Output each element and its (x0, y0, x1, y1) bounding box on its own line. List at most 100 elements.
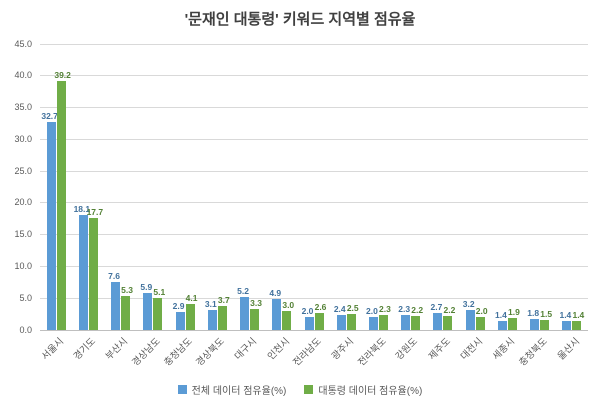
value-label: 1.5 (540, 309, 553, 320)
x-axis-label: 울산시 (555, 336, 582, 363)
bar-president-share (378, 315, 388, 330)
bar-president-share (475, 317, 485, 330)
x-axis-label: 경상북도 (194, 336, 228, 369)
legend-label: 전체 데이터 점유율(%) (191, 386, 287, 397)
value-label: 4.1 (185, 292, 198, 303)
value-label: 2.2 (443, 305, 456, 316)
value-label: 2.0 (366, 306, 378, 317)
value-label: 1.9 (507, 306, 520, 317)
value-label: 17.7 (86, 206, 104, 217)
bar-total-share (433, 312, 443, 330)
chart-title: '문재인 대통령' 키워드 지역별 점유율 (184, 11, 416, 28)
bar-total-share (111, 281, 121, 330)
value-label: 3.0 (282, 299, 295, 310)
bar-president-share (282, 310, 292, 330)
bar-total-share (46, 122, 56, 330)
bar-total-share (562, 321, 572, 330)
value-label: 5.3 (121, 285, 133, 296)
legend-swatch (177, 385, 187, 394)
value-label: 4.9 (269, 287, 282, 298)
y-tick-label: 20.0 (14, 197, 32, 208)
value-label: 2.0 (301, 306, 314, 317)
bar-president-share (411, 316, 421, 330)
value-label: 1.4 (559, 310, 572, 321)
x-axis-line (40, 329, 588, 331)
value-label: 2.0 (475, 306, 488, 317)
gridline (40, 43, 588, 45)
value-label: 18.1 (73, 203, 91, 214)
bar-president-share (443, 316, 453, 330)
bar-total-share (240, 296, 250, 330)
x-axis-label: 강원도 (394, 336, 421, 363)
value-label: 1.8 (527, 307, 540, 318)
value-label: 2.2 (411, 305, 424, 316)
value-label: 3.3 (250, 298, 262, 309)
bar-president-share (250, 309, 260, 330)
y-tick-label: 40.0 (14, 70, 32, 81)
y-tick-label: 25.0 (14, 165, 32, 176)
gridline (40, 202, 588, 204)
bar-total-share (143, 292, 153, 330)
value-label: 39.2 (54, 69, 71, 80)
y-tick-label: 5.0 (19, 292, 32, 303)
x-axis-label: 인천시 (265, 336, 292, 363)
legend-label: 대통령 데이터 점유율(%) (318, 386, 423, 397)
bar-president-share (540, 320, 550, 330)
y-tick-label: 30.0 (14, 133, 32, 144)
bar-total-share (78, 214, 88, 330)
bar-total-share (304, 317, 314, 330)
x-axis-label: 전라남도 (291, 336, 324, 369)
legend-swatch (304, 385, 314, 394)
bar-total-share (207, 310, 217, 330)
value-label: 1.4 (494, 310, 507, 321)
bar-president-share (314, 313, 324, 330)
value-label: 3.7 (217, 295, 230, 306)
bar-president-share (185, 303, 195, 330)
y-tick-label: 0.0 (19, 324, 32, 335)
bar-total-share (175, 311, 185, 330)
x-axis-label: 충청북도 (516, 336, 550, 369)
y-tick-label: 15.0 (14, 229, 32, 240)
value-label: 2.5 (346, 303, 359, 314)
gridline (40, 107, 588, 109)
x-axis-label: 세종시 (490, 336, 518, 363)
bar-president-share (217, 306, 227, 330)
gridline (40, 138, 588, 140)
value-label: 1.4 (572, 310, 585, 321)
x-axis-label: 전라북도 (355, 336, 389, 369)
value-label: 5.9 (140, 281, 153, 292)
gridline (40, 234, 588, 236)
x-axis-label: 경상남도 (130, 336, 163, 369)
bar-total-share (497, 321, 507, 330)
y-tick-label: 45.0 (14, 38, 32, 49)
bar-total-share (465, 309, 475, 330)
value-label: 2.9 (172, 300, 185, 311)
value-label: 2.3 (379, 304, 391, 315)
bar-president-share (346, 314, 356, 330)
x-axis-label: 제주도 (426, 336, 453, 363)
value-label: 3.2 (462, 298, 475, 309)
legend: 전체 데이터 점유율(%) 대통령 데이터 점유율(%) (0, 382, 600, 397)
gridline (40, 265, 588, 267)
bar-president-share (56, 80, 66, 330)
bar-total-share (336, 314, 346, 330)
value-label: 2.3 (398, 304, 411, 315)
y-tick-label: 10.0 (14, 260, 32, 271)
bar-president-share (88, 217, 98, 330)
value-label: 3.1 (204, 299, 217, 310)
y-tick-label: 35.0 (14, 102, 32, 113)
bar-president-share (153, 297, 163, 330)
bar-total-share (530, 318, 540, 330)
bar-president-share (121, 296, 131, 330)
bar-total-share (272, 298, 282, 330)
legend-item-total-share: 전체 데이터 점유율(%) (177, 382, 287, 397)
x-axis-label: 광주시 (329, 336, 357, 363)
legend-item-president-share: 대통령 데이터 점유율(%) (304, 382, 422, 397)
value-label: 5.2 (237, 285, 249, 296)
value-label: 2.7 (430, 301, 443, 312)
x-axis-label: 충청남도 (162, 336, 195, 369)
gridline (40, 297, 588, 299)
value-label: 32.7 (41, 111, 58, 122)
value-label: 2.4 (333, 303, 346, 314)
